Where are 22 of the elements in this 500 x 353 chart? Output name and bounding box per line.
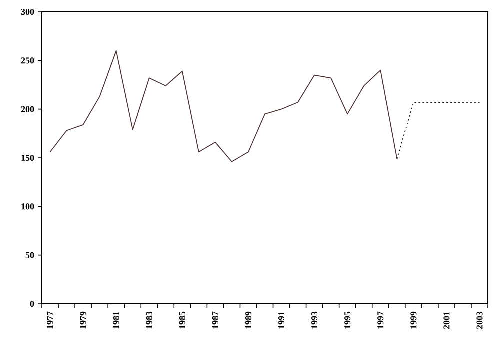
x-tick-label: 2003 — [476, 312, 483, 330]
x-tick-label: 1991 — [278, 312, 285, 329]
x-tick-label: 1993 — [312, 312, 318, 329]
x-tick-label: 1987 — [212, 312, 218, 329]
y-tick-label: 250 — [21, 58, 34, 64]
y-tick-label: 200 — [21, 106, 34, 112]
x-tick-label: 1997 — [378, 312, 384, 329]
y-tick-label: 0 — [30, 300, 34, 308]
y-tick-label: 100 — [22, 204, 34, 210]
y-tick-label: 50 — [26, 252, 34, 258]
x-tick-label: 1979 — [80, 312, 86, 329]
y-tick-label: 300 — [21, 8, 34, 16]
y-tick-label: 150 — [22, 154, 34, 162]
x-tick-label: 1977 — [47, 312, 54, 329]
x-tick-label: 1981 — [113, 312, 120, 329]
x-tick-label: 1989 — [245, 312, 252, 329]
x-tick-label: 1985 — [179, 312, 186, 329]
x-tick-label: 1983 — [146, 312, 152, 329]
line-series — [50, 50, 398, 162]
x-tick-label: 1999 — [410, 312, 417, 329]
x-tick-label: 2001 — [444, 312, 450, 330]
x-tick-label: 1995 — [344, 312, 351, 329]
